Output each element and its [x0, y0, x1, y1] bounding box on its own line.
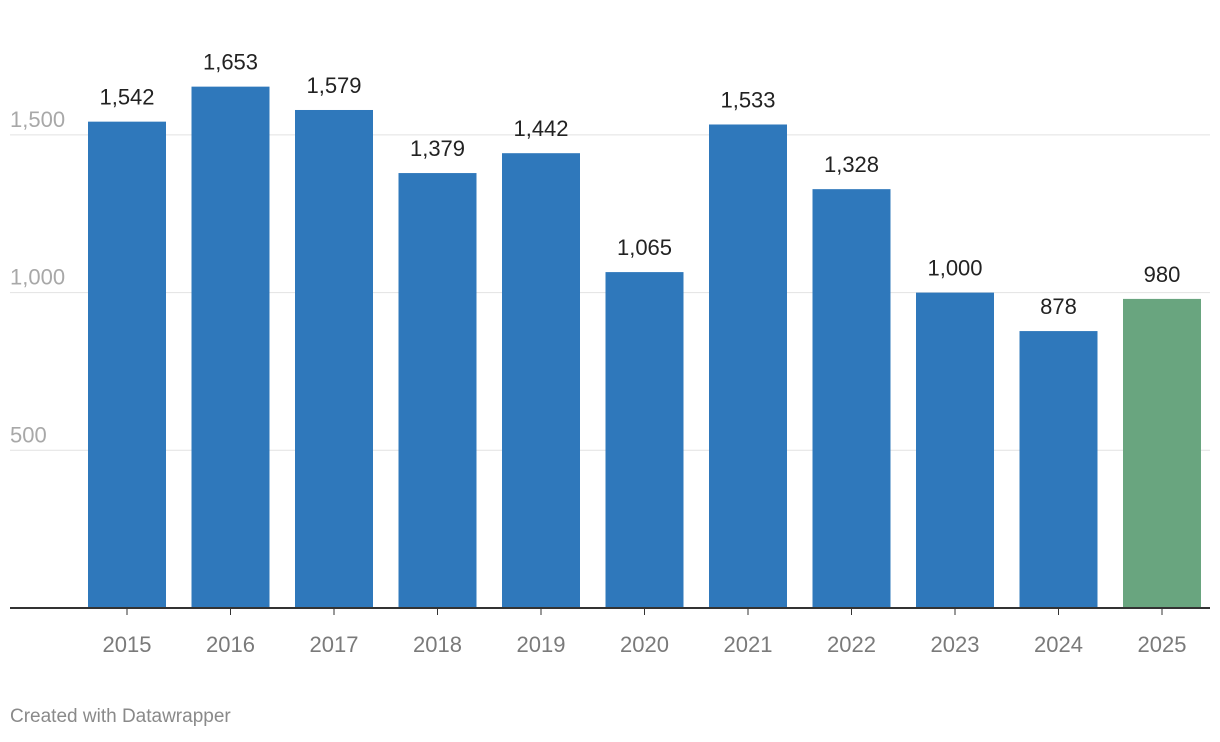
bar-2023 [916, 292, 994, 608]
bar-2022 [812, 189, 891, 608]
value-label-2024: 878 [1040, 294, 1077, 319]
bar-2017 [295, 109, 373, 608]
value-label-2015: 1,542 [99, 85, 154, 110]
value-label-2020: 1,065 [617, 235, 672, 260]
x-tick-label-2016: 2016 [206, 632, 255, 657]
x-tick-label-2017: 2017 [310, 632, 359, 657]
x-tick-label-2022: 2022 [827, 632, 876, 657]
y-tick-label: 1,500 [10, 107, 65, 132]
y-tick-label: 1,000 [10, 265, 65, 290]
x-tick-label-2023: 2023 [931, 632, 980, 657]
bar-2016 [191, 86, 270, 608]
x-tick-label-2015: 2015 [103, 632, 152, 657]
bar-2021 [709, 124, 787, 609]
x-tick-label-2019: 2019 [517, 632, 566, 657]
value-label-2021: 1,533 [720, 87, 775, 112]
value-label-2017: 1,579 [306, 73, 361, 98]
value-label-2016: 1,653 [203, 50, 258, 75]
bar-2024 [1019, 331, 1098, 608]
value-label-2025: 980 [1144, 262, 1181, 287]
bar-2019 [502, 153, 580, 608]
bar-2015 [88, 121, 166, 608]
x-tick-label-2024: 2024 [1034, 632, 1083, 657]
value-label-2018: 1,379 [410, 136, 465, 161]
value-labels: 1,542 1,653 1,579 1,379 1,442 1,065 1,533 1,328… [99, 50, 1180, 319]
bar-2018 [398, 173, 477, 608]
x-tick-label-2020: 2020 [620, 632, 669, 657]
x-tick-label-2021: 2021 [724, 632, 773, 657]
bar-2020 [605, 272, 684, 608]
x-tick-label-2025: 2025 [1138, 632, 1187, 657]
x-axis: 2015 2016 2017 2018 2019 2020 2021 2022 2023 2024… [10, 607, 1210, 657]
value-label-2019: 1,442 [513, 116, 568, 141]
value-label-2023: 1,000 [927, 256, 982, 281]
datawrapper-credit: Created with Datawrapper [10, 706, 231, 727]
x-tick-label-2018: 2018 [413, 632, 462, 657]
value-label-2022: 1,328 [824, 152, 879, 177]
bars [88, 86, 1201, 609]
bar-2025 [1123, 298, 1201, 608]
y-tick-label: 500 [10, 422, 47, 447]
